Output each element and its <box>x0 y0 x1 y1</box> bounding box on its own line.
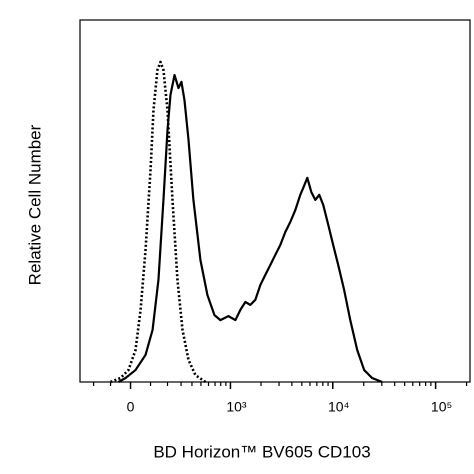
x-tick-label: 10⁴ <box>328 399 350 415</box>
x-tick-label: 10³ <box>226 399 247 415</box>
histogram-line <box>110 60 207 384</box>
x-tick-label: 10⁵ <box>431 399 452 415</box>
y-axis-label: Relative Cell Number <box>25 124 44 285</box>
histogram-line <box>117 73 383 384</box>
plot-frame <box>79 19 471 383</box>
x-tick-label: 0 <box>127 399 135 415</box>
x-axis-label: BD Horizon™ BV605 CD103 <box>153 442 370 461</box>
